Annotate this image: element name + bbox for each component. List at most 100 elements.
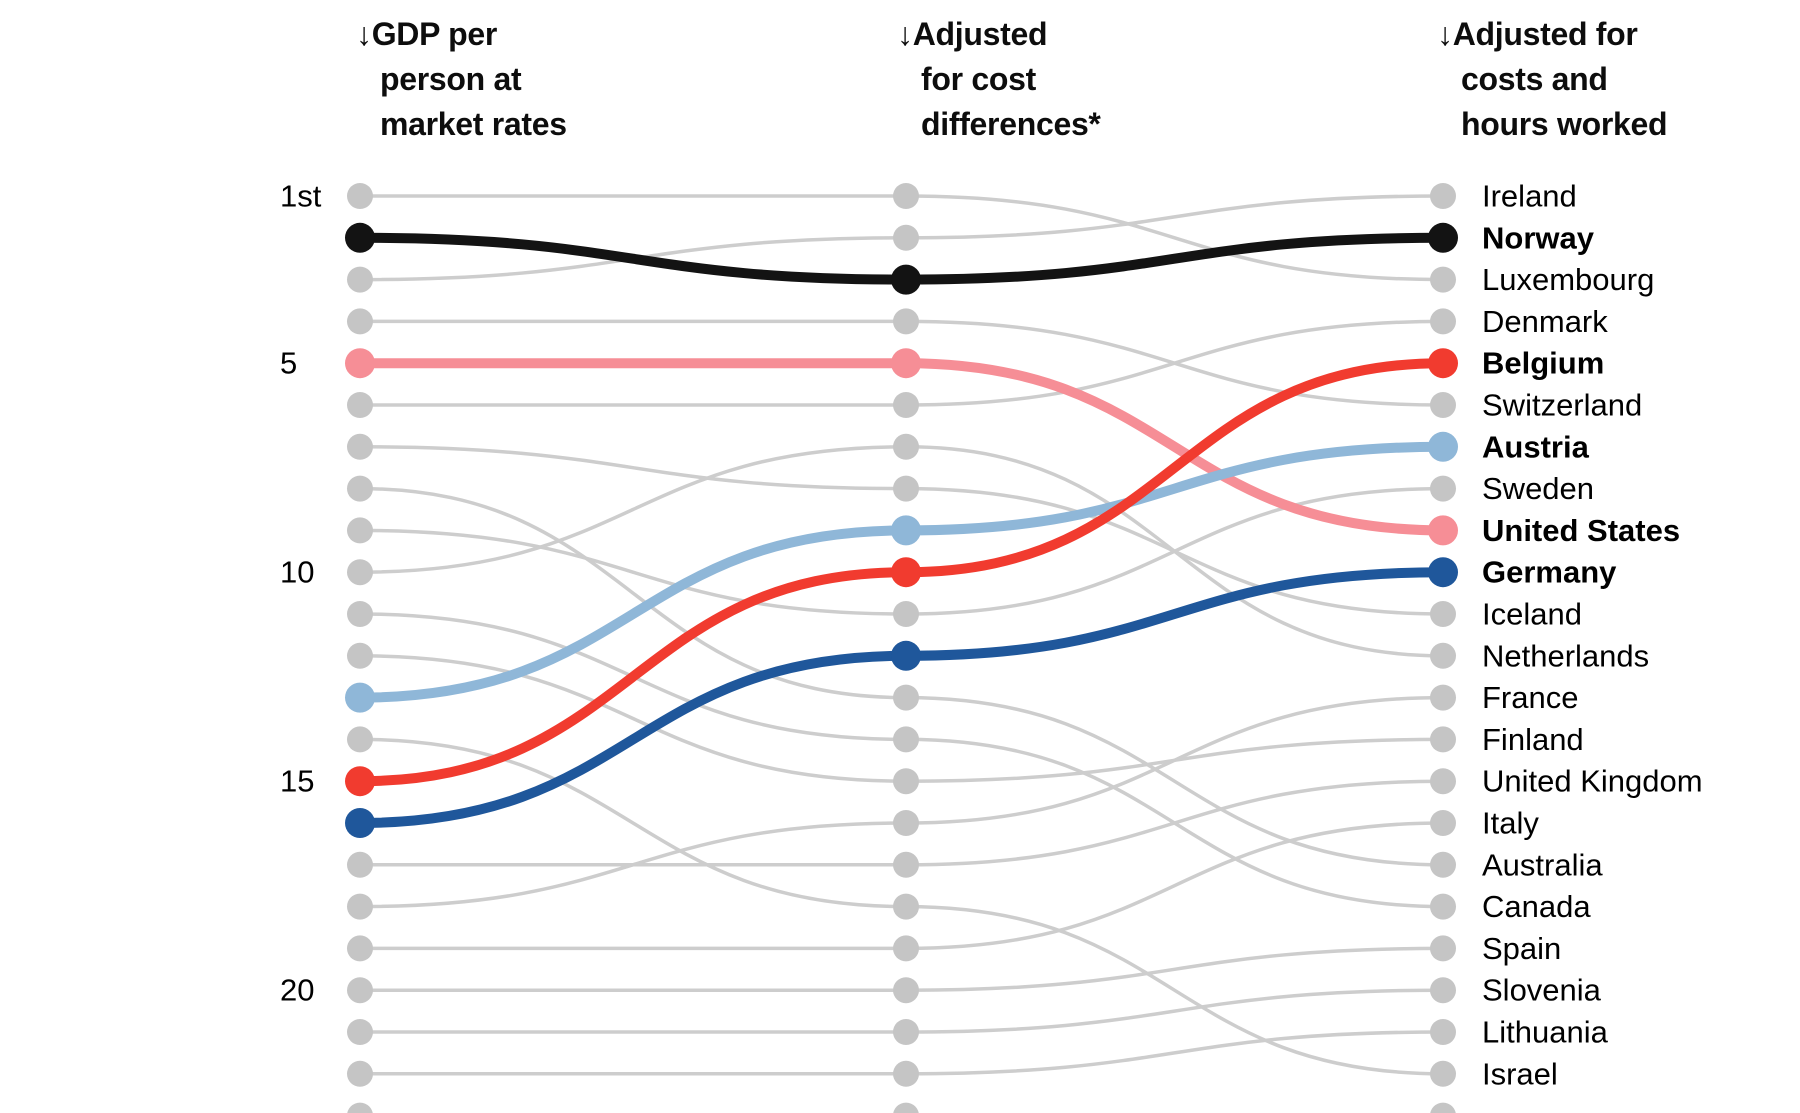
rank-line-italy: [360, 821, 1444, 951]
rank-dot-norway: [345, 222, 375, 253]
column-header-cost-adjusted: ↓Adjusted for cost differences*: [897, 16, 1101, 142]
rank-dot-finland: [1430, 726, 1456, 753]
rank-dot-united-kingdom: [347, 851, 373, 878]
country-label-united-states: United States: [1482, 513, 1680, 548]
country-label-canada: Canada: [1482, 889, 1591, 924]
rank-dot-belgium: [1428, 348, 1458, 379]
rank-dot-germany: [345, 808, 375, 838]
rank-dot-israel: [893, 893, 919, 920]
rank-dot-belgium: [345, 766, 375, 797]
rank-dot-unlabeled: [347, 1102, 373, 1113]
rank-dot-australia: [1430, 851, 1456, 878]
country-label-sweden: Sweden: [1482, 471, 1594, 506]
rank-dot-ireland: [347, 266, 373, 293]
rank-dot-switzerland: [347, 308, 373, 335]
country-label-spain: Spain: [1482, 931, 1561, 966]
rank-dot-sweden: [1430, 475, 1456, 502]
country-label-belgium: Belgium: [1482, 346, 1604, 381]
rank-dot-spain: [347, 977, 373, 1004]
rank-dot-lithuania: [347, 1060, 373, 1087]
rank-dot-lithuania: [1430, 1019, 1456, 1045]
rank-dot-iceland: [347, 433, 373, 460]
column-header-cost-hours-adjusted: ↓Adjusted for costs and hours worked: [1437, 16, 1668, 142]
rank-dot-slovenia: [893, 1019, 919, 1045]
rank-axis-label-15: 15: [280, 764, 314, 799]
country-label-germany: Germany: [1482, 555, 1617, 590]
rank-dot-spain: [1430, 935, 1456, 962]
country-label-finland: Finland: [1482, 722, 1584, 757]
rank-dot-norway: [891, 264, 921, 295]
rank-dot-luxembourg: [893, 183, 919, 209]
country-label-france: France: [1482, 680, 1578, 715]
rank-dot-denmark: [893, 392, 919, 418]
rank-dot-ireland: [893, 224, 919, 251]
rank-axis-label-1: 1st: [280, 179, 322, 214]
rank-dot-canada: [893, 726, 919, 753]
rank-dot-finland: [893, 768, 919, 795]
rank-dot-switzerland: [1430, 392, 1456, 418]
rank-dot-sweden: [347, 517, 373, 544]
country-label-lithuania: Lithuania: [1482, 1015, 1609, 1050]
country-label-switzerland: Switzerland: [1482, 388, 1642, 423]
rank-dot-norway: [1428, 222, 1458, 253]
rank-dot-canada: [347, 601, 373, 627]
rank-axis-label-10: 10: [280, 555, 314, 590]
rank-dot-denmark: [347, 392, 373, 418]
rank-dot-belgium: [891, 557, 921, 588]
rank-dot-netherlands: [893, 433, 919, 460]
rank-dot-sweden: [893, 601, 919, 627]
rank-dot-lithuania: [893, 1060, 919, 1087]
rank-dot-france: [893, 810, 919, 836]
country-label-israel: Israel: [1482, 1056, 1558, 1091]
country-label-luxembourg: Luxembourg: [1482, 262, 1654, 297]
rank-dot-united-states: [345, 348, 375, 379]
rank-dot-australia: [347, 475, 373, 502]
column-header-market-rates: ↓GDP per person at market rates: [356, 16, 567, 142]
rank-dot-unlabeled: [1430, 1102, 1456, 1113]
country-label-slovenia: Slovenia: [1482, 973, 1602, 1008]
country-label-australia: Australia: [1482, 847, 1603, 882]
rank-dot-united-kingdom: [1430, 768, 1456, 795]
rank-dot-unlabeled: [893, 1102, 919, 1113]
rank-dot-united-kingdom: [893, 851, 919, 878]
country-label-norway: Norway: [1482, 220, 1595, 255]
rank-dot-finland: [347, 642, 373, 669]
rank-axis-label-5: 5: [280, 346, 297, 381]
rank-dot-ireland: [1430, 183, 1456, 209]
country-label-austria: Austria: [1482, 429, 1590, 464]
rank-dot-austria: [345, 682, 375, 713]
rank-dot-germany: [891, 640, 921, 671]
rank-dot-italy: [347, 935, 373, 962]
country-label-italy: Italy: [1482, 806, 1539, 841]
rank-dot-luxembourg: [1430, 266, 1456, 293]
rank-dot-slovenia: [1430, 977, 1456, 1004]
rank-dot-austria: [891, 515, 921, 546]
rank-dot-united-states: [891, 348, 921, 379]
rank-dot-italy: [893, 935, 919, 962]
rank-dot-germany: [1428, 557, 1458, 588]
rank-dot-spain: [893, 977, 919, 1004]
rank-dot-united-states: [1428, 515, 1458, 546]
rank-dot-austria: [1428, 431, 1458, 462]
rank-dot-iceland: [893, 475, 919, 502]
country-label-iceland: Iceland: [1482, 597, 1582, 632]
rank-dot-switzerland: [893, 308, 919, 335]
rank-dot-france: [1430, 684, 1456, 711]
rank-dot-iceland: [1430, 601, 1456, 627]
rank-axis-label-20: 20: [280, 973, 314, 1008]
rank-dot-italy: [1430, 810, 1456, 836]
rank-dot-israel: [347, 726, 373, 753]
rank-dot-slovenia: [347, 1019, 373, 1045]
country-label-united-kingdom: United Kingdom: [1482, 764, 1703, 799]
country-label-ireland: Ireland: [1482, 179, 1577, 214]
rank-dot-australia: [893, 684, 919, 711]
rank-dot-france: [347, 893, 373, 920]
rank-dot-israel: [1430, 1060, 1456, 1087]
country-label-denmark: Denmark: [1482, 304, 1608, 339]
rank-dot-netherlands: [1430, 642, 1456, 669]
rank-dot-luxembourg: [347, 183, 373, 209]
country-label-netherlands: Netherlands: [1482, 638, 1649, 673]
rank-dot-canada: [1430, 893, 1456, 920]
